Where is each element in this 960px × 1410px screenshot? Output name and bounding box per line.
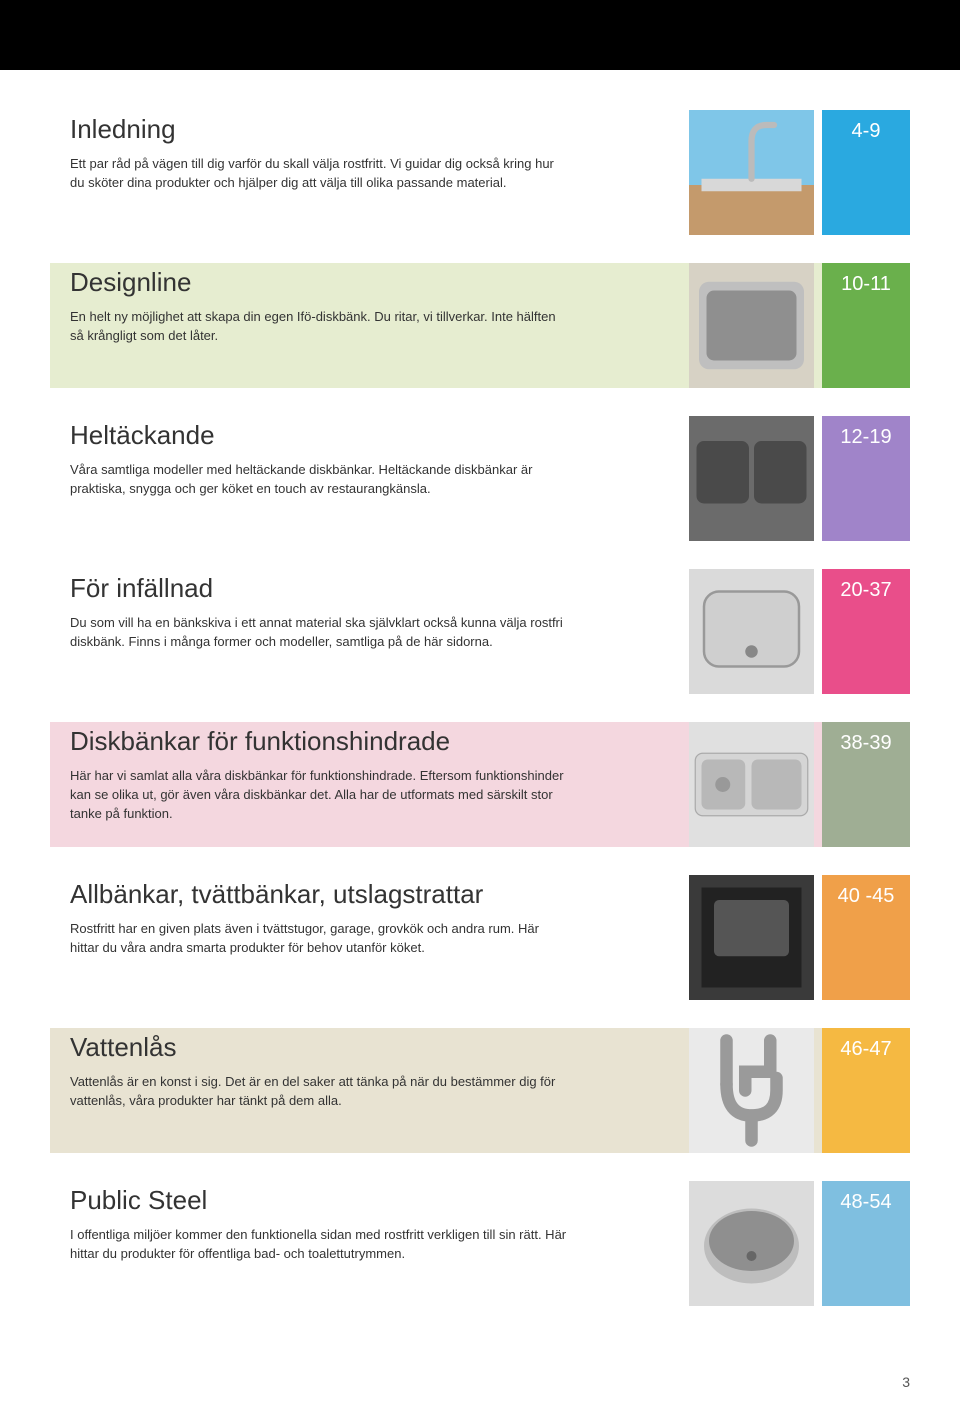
section-body: Våra samtliga modeller med heltäckande d…	[70, 461, 570, 499]
toc-section: Public Steel I offentliga miljöer kommer …	[70, 1181, 910, 1306]
toc-content: Inledning Ett par råd på vägen till dig v…	[0, 70, 960, 1354]
toc-section: Inledning Ett par råd på vägen till dig v…	[70, 110, 910, 235]
section-body: Rostfritt har en given plats även i tvät…	[70, 920, 570, 958]
section-title: Public Steel	[70, 1185, 664, 1216]
section-thumbnail	[689, 875, 814, 1000]
section-text: Vattenlås Vattenlås är en konst i sig. De…	[70, 1028, 689, 1153]
section-page-range: 4-9	[822, 110, 910, 235]
section-title: För infällnad	[70, 573, 664, 604]
top-bar	[0, 0, 960, 70]
section-page-range: 40 -45	[822, 875, 910, 1000]
toc-section: Heltäckande Våra samtliga modeller med he…	[70, 416, 910, 541]
section-page-range: 10-11	[822, 263, 910, 388]
section-text: Allbänkar, tvättbänkar, utslagstrattar Ro…	[70, 875, 689, 1000]
section-body: Ett par råd på vägen till dig varför du …	[70, 155, 570, 193]
section-title: Heltäckande	[70, 420, 664, 451]
section-page-range: 46-47	[822, 1028, 910, 1153]
section-body: Vattenlås är en konst i sig. Det är en d…	[70, 1073, 570, 1111]
section-thumbnail	[689, 1181, 814, 1306]
section-thumbnail	[689, 110, 814, 235]
section-title: Inledning	[70, 114, 664, 145]
section-text: Designline En helt ny möjlighet att skapa…	[70, 263, 689, 388]
section-text: Diskbänkar för funktionshindrade Här har …	[70, 722, 689, 847]
toc-section: Diskbänkar för funktionshindrade Här har …	[50, 722, 910, 847]
section-text: Heltäckande Våra samtliga modeller med he…	[70, 416, 689, 541]
section-thumbnail	[689, 569, 814, 694]
toc-section: Designline En helt ny möjlighet att skapa…	[50, 263, 910, 388]
section-title: Diskbänkar för funktionshindrade	[70, 726, 664, 757]
section-thumbnail	[689, 722, 814, 847]
section-body: Här har vi samlat alla våra diskbänkar f…	[70, 767, 570, 824]
section-body: En helt ny möjlighet att skapa din egen …	[70, 308, 570, 346]
section-text: Inledning Ett par råd på vägen till dig v…	[70, 110, 689, 235]
section-page-range: 20-37	[822, 569, 910, 694]
page-footer-number: 3	[0, 1354, 960, 1410]
section-title: Designline	[70, 267, 664, 298]
toc-section: Allbänkar, tvättbänkar, utslagstrattar Ro…	[70, 875, 910, 1000]
section-thumbnail	[689, 1028, 814, 1153]
section-text: För infällnad Du som vill ha en bänkskiva…	[70, 569, 689, 694]
section-title: Vattenlås	[70, 1032, 664, 1063]
section-text: Public Steel I offentliga miljöer kommer …	[70, 1181, 689, 1306]
toc-section: Vattenlås Vattenlås är en konst i sig. De…	[50, 1028, 910, 1153]
toc-section: För infällnad Du som vill ha en bänkskiva…	[70, 569, 910, 694]
section-body: I offentliga miljöer kommer den funktion…	[70, 1226, 570, 1264]
section-thumbnail	[689, 263, 814, 388]
section-page-range: 12-19	[822, 416, 910, 541]
section-thumbnail	[689, 416, 814, 541]
section-page-range: 48-54	[822, 1181, 910, 1306]
section-title: Allbänkar, tvättbänkar, utslagstrattar	[70, 879, 664, 910]
section-page-range: 38-39	[822, 722, 910, 847]
section-body: Du som vill ha en bänkskiva i ett annat …	[70, 614, 570, 652]
